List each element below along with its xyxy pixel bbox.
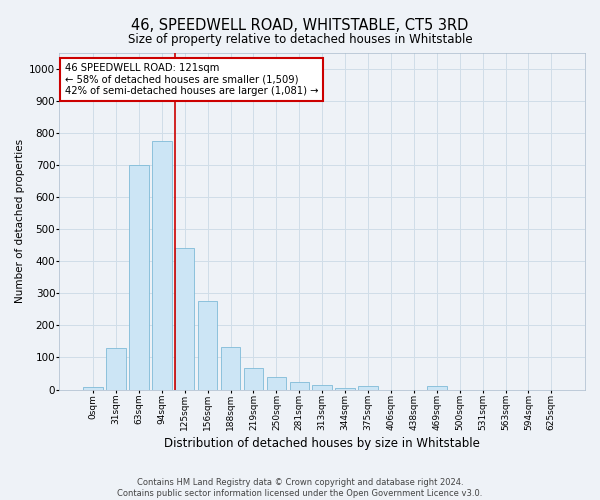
Bar [175,248,194,390]
X-axis label: Distribution of detached houses by size in Whitstable: Distribution of detached houses by size … [164,437,480,450]
Bar [427,386,446,390]
Text: Size of property relative to detached houses in Whitstable: Size of property relative to detached ho… [128,32,472,46]
Bar [198,301,217,390]
Bar [290,382,309,390]
Bar [152,141,172,390]
Bar [335,388,355,390]
Bar [358,386,378,390]
Bar [221,347,241,390]
Bar [244,368,263,390]
Text: 46, SPEEDWELL ROAD, WHITSTABLE, CT5 3RD: 46, SPEEDWELL ROAD, WHITSTABLE, CT5 3RD [131,18,469,32]
Bar [129,165,149,390]
Bar [83,387,103,390]
Bar [266,378,286,390]
Bar [313,386,332,390]
Bar [106,348,126,390]
Text: Contains HM Land Registry data © Crown copyright and database right 2024.
Contai: Contains HM Land Registry data © Crown c… [118,478,482,498]
Text: 46 SPEEDWELL ROAD: 121sqm
← 58% of detached houses are smaller (1,509)
42% of se: 46 SPEEDWELL ROAD: 121sqm ← 58% of detac… [65,62,318,96]
Y-axis label: Number of detached properties: Number of detached properties [15,139,25,303]
